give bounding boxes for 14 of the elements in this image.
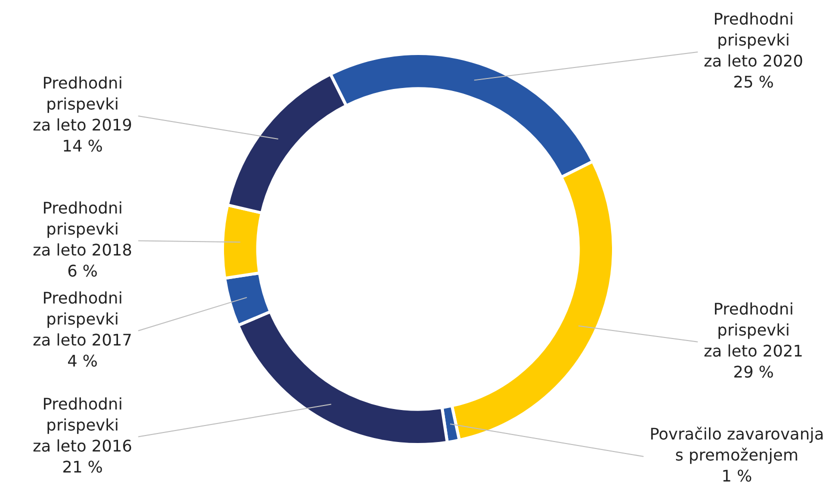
data-label: 6 % <box>67 261 98 280</box>
data-label: 1 % <box>722 466 752 486</box>
slice-label: Predhodni prispevki za leto 2018 <box>32 198 132 260</box>
data-label: 25 % <box>733 72 774 92</box>
slice-label: Povračilo zavarovanja s premoženjem <box>650 424 824 465</box>
slice-label: Predhodni prispevki za leto 2021 <box>704 300 804 361</box>
slice-label: Predhodni prispevki za leto 2019 <box>32 74 132 135</box>
slice-label: Predhodni prispevki za leto 2016 <box>32 394 132 456</box>
data-label: 21 % <box>62 457 103 476</box>
data-label: 29 % <box>733 362 774 382</box>
slice-label: Predhodni prispevki za leto 2020 <box>704 10 804 71</box>
data-label: 4 % <box>67 351 98 370</box>
slice-label: Predhodni prispevki za leto 2017 <box>32 288 132 350</box>
data-label: 14 % <box>62 136 103 156</box>
